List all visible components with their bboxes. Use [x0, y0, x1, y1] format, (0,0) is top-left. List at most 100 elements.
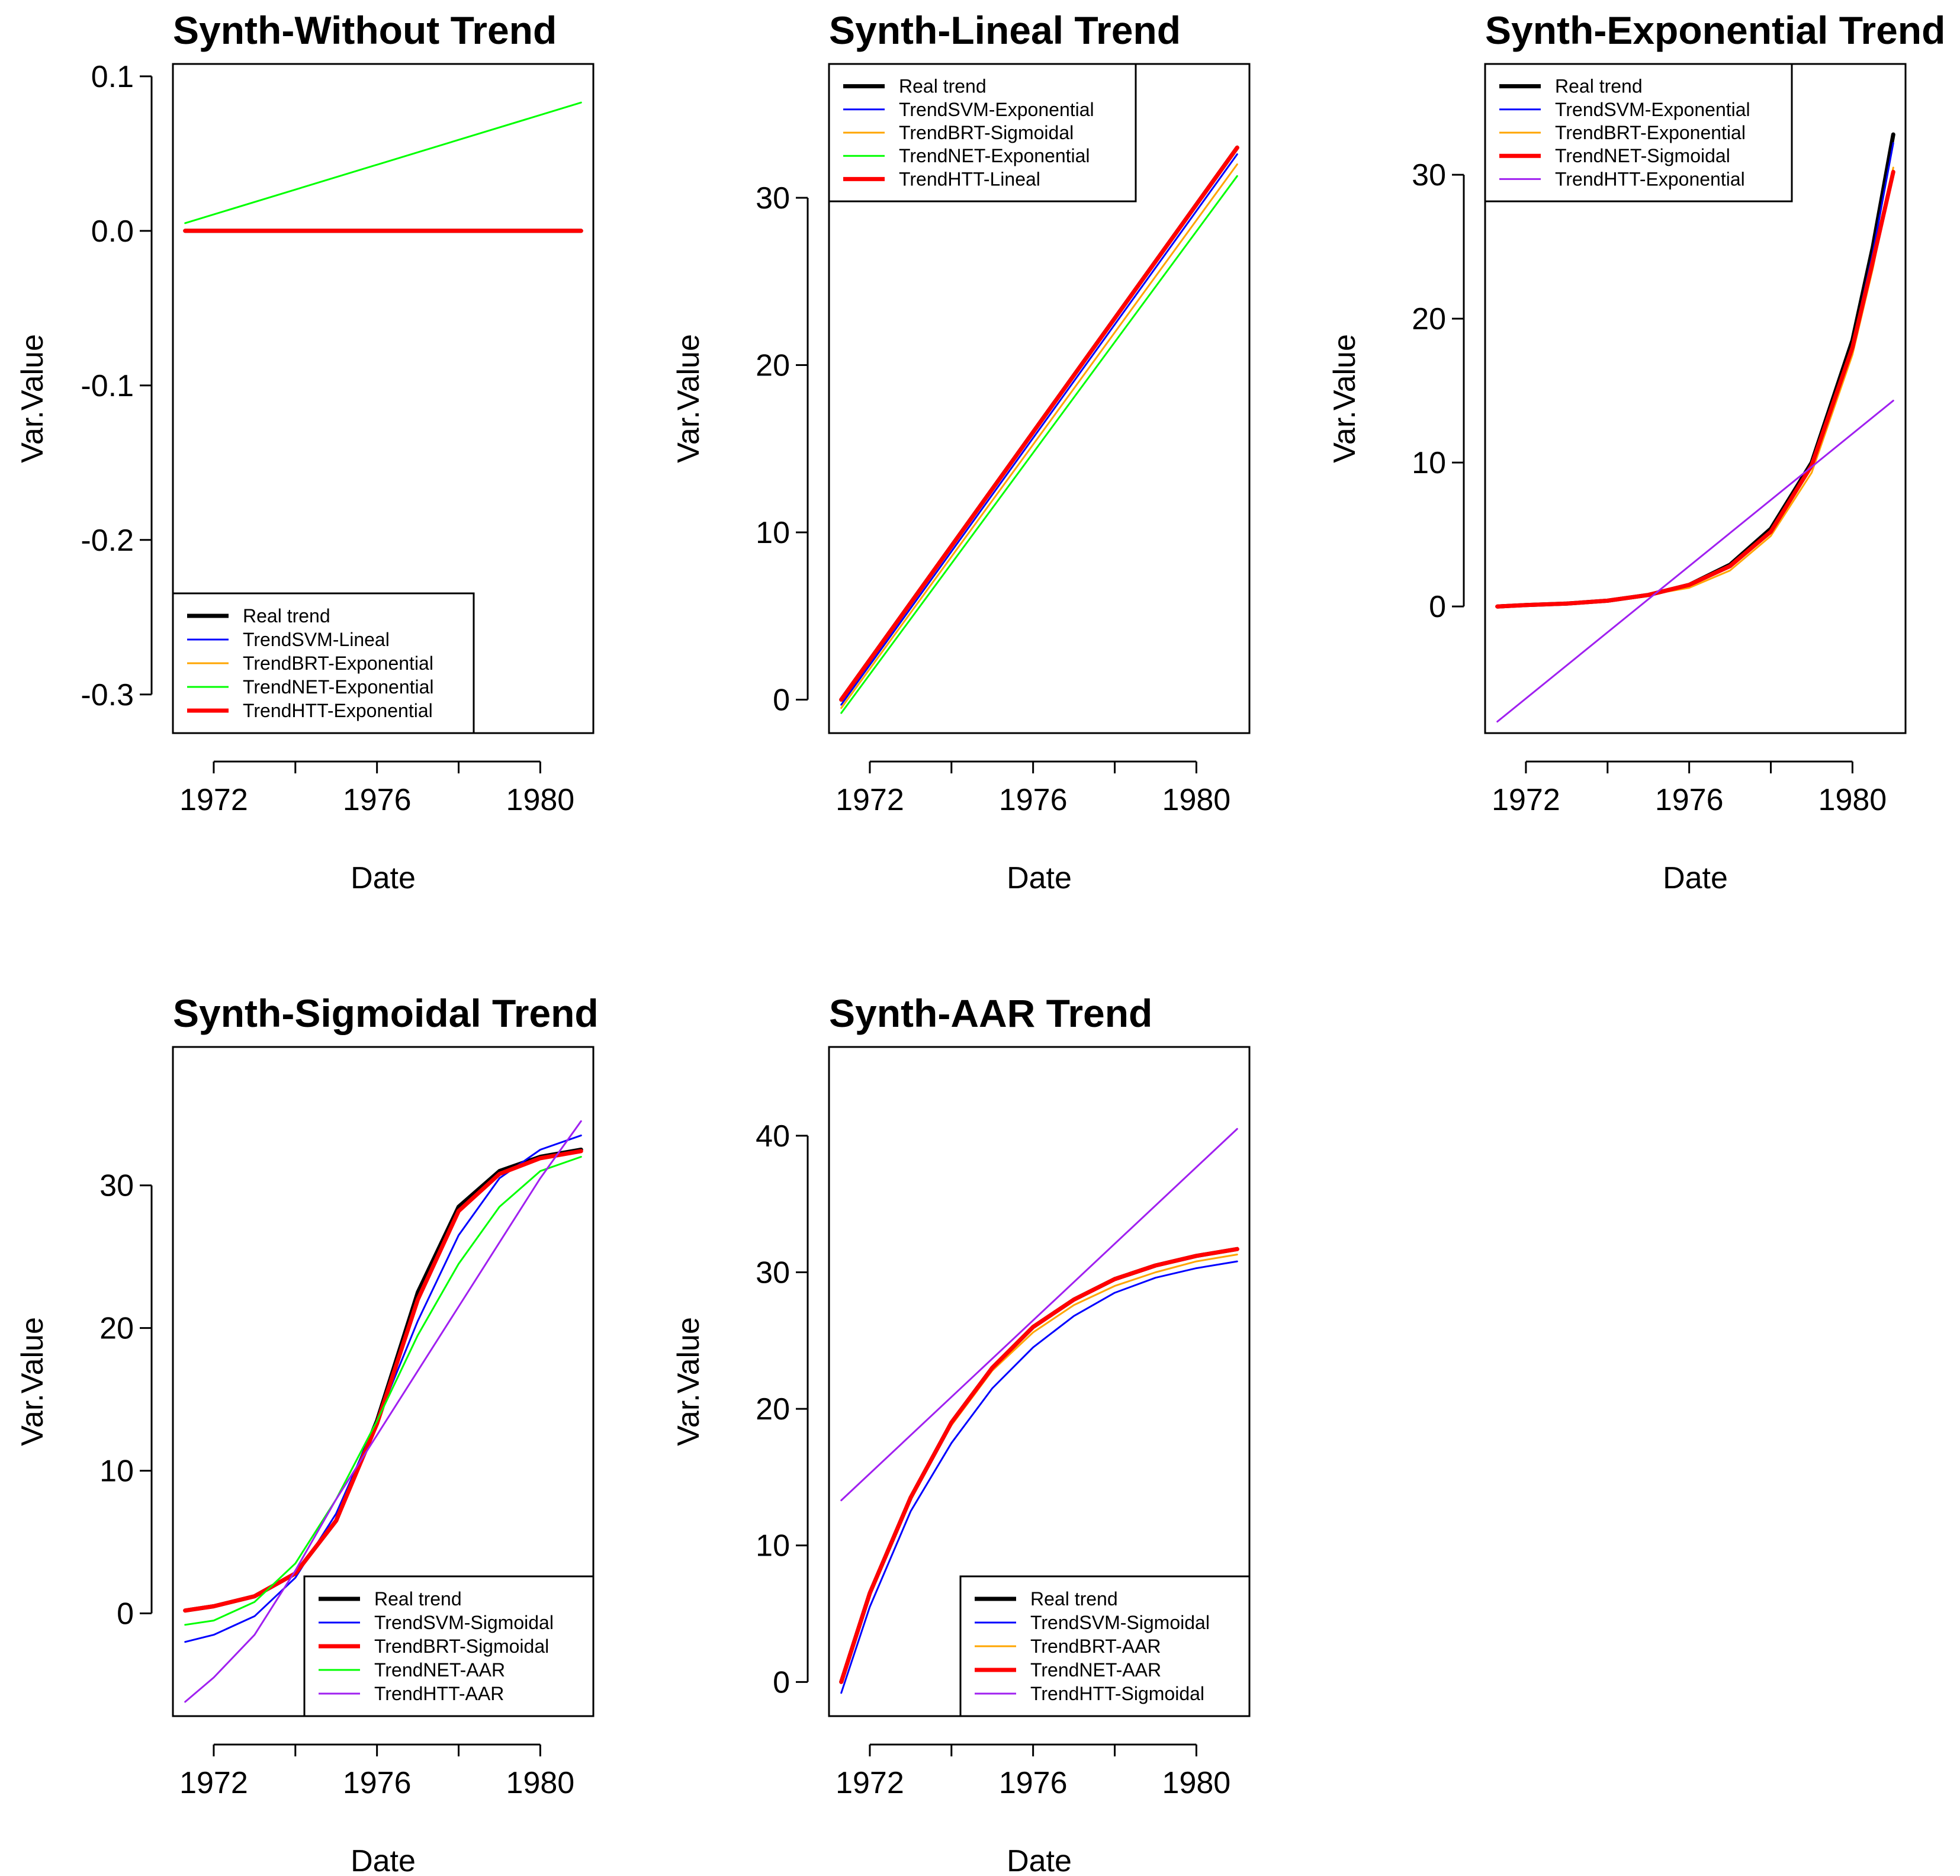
x-tick-label: 1976 — [999, 783, 1068, 817]
legend-entry-trendsvm-exponential: TrendSVM-Exponential — [1555, 99, 1750, 120]
y-axis-label: Var.Value — [671, 1317, 706, 1446]
x-tick-label: 1976 — [1655, 783, 1724, 817]
legend-entry-trendbrt-exponential: TrendBRT-Exponential — [243, 653, 433, 674]
series-line-trendnet-exponential — [840, 175, 1238, 714]
y-tick-label: 0 — [773, 1665, 790, 1700]
x-axis-label: Date — [1007, 1844, 1072, 1876]
series-line-trendnet-sigmoidal — [1495, 169, 1895, 609]
series-line-trendhtt-aar — [184, 1120, 582, 1703]
legend-entry-real-trend: Real trend — [899, 76, 987, 97]
x-tick-label: 1980 — [506, 783, 575, 817]
y-axis-label: Var.Value — [671, 334, 706, 463]
legend-entry-real-trend: Real trend — [1030, 1588, 1118, 1610]
chart-title: Synth-Exponential Trend — [1485, 8, 1945, 52]
y-tick-label: 10 — [756, 1529, 790, 1563]
x-tick-label: 1972 — [179, 1766, 248, 1800]
legend-entry-trendsvm-sigmoidal: TrendSVM-Sigmoidal — [374, 1612, 554, 1633]
y-tick-label: 30 — [99, 1169, 134, 1203]
y-tick-label: 20 — [1412, 302, 1446, 336]
x-tick-label: 1976 — [343, 1766, 412, 1800]
y-tick-label: 10 — [1412, 446, 1446, 480]
x-axis-label: Date — [351, 861, 416, 895]
x-tick-label: 1976 — [999, 1766, 1068, 1800]
chart-title: Synth-Without Trend — [173, 8, 557, 52]
y-tick-label: 20 — [756, 349, 790, 383]
legend-entry-trendhtt-aar: TrendHTT-AAR — [374, 1683, 504, 1704]
x-tick-label: 1980 — [1818, 783, 1887, 817]
y-tick-label: 0 — [117, 1597, 134, 1631]
y-axis-label: Var.Value — [15, 1317, 50, 1446]
legend-entry-trendbrt-exponential: TrendBRT-Exponential — [1555, 122, 1746, 143]
legend-entry-trendsvm-sigmoidal: TrendSVM-Sigmoidal — [1030, 1612, 1210, 1633]
legend-entry-trendsvm-lineal: TrendSVM-Lineal — [243, 629, 390, 650]
legend-entry-trendhtt-sigmoidal: TrendHTT-Sigmoidal — [1030, 1683, 1204, 1704]
x-axis-label: Date — [1663, 861, 1728, 895]
y-tick-label: 30 — [756, 181, 790, 216]
chart-title: Synth-Lineal Trend — [829, 8, 1181, 52]
legend-entry-real-trend: Real trend — [1555, 76, 1643, 97]
x-tick-label: 1980 — [1162, 783, 1231, 817]
y-axis-label: Var.Value — [1328, 334, 1362, 463]
series-line-real-trend — [1495, 132, 1895, 609]
y-axis-label: Var.Value — [15, 334, 50, 463]
x-axis-label: Date — [351, 1844, 416, 1876]
series-line-trendsvm-exponential — [1496, 142, 1894, 608]
y-tick-label: -0.3 — [81, 678, 134, 712]
x-tick-label: 1972 — [836, 783, 904, 817]
chart-panel-4: Synth-Sigmoidal Trend 1972 1976 1980 Date 0 10… — [15, 991, 599, 1876]
y-tick-label: 30 — [1412, 158, 1446, 192]
y-tick-label: 0.0 — [91, 214, 134, 249]
legend-entry-real-trend: Real trend — [374, 1588, 462, 1610]
series-line-trendsvm-sigmoidal — [184, 1134, 582, 1643]
series-group — [1495, 132, 1895, 723]
x-tick-label: 1976 — [343, 783, 412, 817]
series-group — [183, 101, 583, 233]
y-tick-label: -0.1 — [81, 369, 134, 403]
series-line-trendsvm-exponential — [840, 153, 1238, 706]
series-line-trendbrt-exponential — [1496, 166, 1894, 608]
legend-entry-trendhtt-exponential: TrendHTT-Exponential — [243, 700, 433, 721]
x-tick-label: 1980 — [1162, 1766, 1231, 1800]
x-tick-label: 1972 — [1492, 783, 1560, 817]
series-group — [839, 1127, 1239, 1694]
chart-title: Synth-Sigmoidal Trend — [173, 991, 599, 1035]
legend-entry-trendbrt-aar: TrendBRT-AAR — [1030, 1636, 1161, 1657]
y-tick-label: 10 — [756, 516, 790, 550]
x-axis-label: Date — [1007, 861, 1072, 895]
series-line-trendbrt-sigmoidal — [183, 1149, 583, 1613]
legend-entry-trendsvm-exponential: TrendSVM-Exponential — [899, 99, 1094, 120]
y-tick-label: 40 — [756, 1119, 790, 1154]
chart-panel-3: Synth-Exponential Trend 1972 1976 1980 Date 0… — [1328, 8, 1945, 895]
series-group — [183, 1120, 583, 1703]
chart-panel-1: Synth-Without Trend 1972 1976 1980 Date 0.1 0.… — [15, 8, 595, 895]
legend-entry-trendnet-sigmoidal: TrendNET-Sigmoidal — [1555, 145, 1730, 166]
series-line-trendnet-aar — [184, 1156, 582, 1626]
legend-entry-trendnet-exponential: TrendNET-Exponential — [899, 145, 1090, 166]
chart-panel-5: Synth-AAR Trend 1972 1976 1980 Date 0 10 20 30 40… — [671, 991, 1251, 1876]
x-tick-label: 1980 — [506, 1766, 575, 1800]
y-tick-label: 20 — [99, 1312, 134, 1346]
legend: Real trendTrendSVM-ExponentialTrendBRT-S… — [828, 63, 1137, 203]
x-tick-label: 1972 — [836, 1766, 904, 1800]
legend-entry-trendbrt-sigmoidal: TrendBRT-Sigmoidal — [899, 122, 1074, 143]
y-tick-label: 0 — [1429, 590, 1446, 624]
y-tick-label: 20 — [756, 1392, 790, 1427]
legend-entry-trendnet-aar: TrendNET-AAR — [374, 1659, 505, 1681]
series-line-trendnet-exponential — [184, 101, 582, 224]
y-tick-label: 30 — [756, 1256, 790, 1290]
series-line-trendhtt-sigmoidal — [840, 1127, 1238, 1502]
legend-entry-trendhtt-exponential: TrendHTT-Exponential — [1555, 168, 1745, 189]
series-line-trendbrt-sigmoidal — [840, 163, 1238, 709]
series-line-trendhtt-lineal — [839, 145, 1239, 702]
y-tick-label: 10 — [99, 1454, 134, 1489]
y-tick-label: 0.1 — [91, 60, 134, 94]
series-group — [839, 145, 1239, 714]
series-line-real-trend — [183, 1148, 583, 1613]
x-tick-label: 1972 — [179, 783, 248, 817]
legend: Real trendTrendSVM-ExponentialTrendBRT-E… — [1484, 63, 1793, 203]
legend-entry-trendnet-aar: TrendNET-AAR — [1030, 1659, 1161, 1681]
